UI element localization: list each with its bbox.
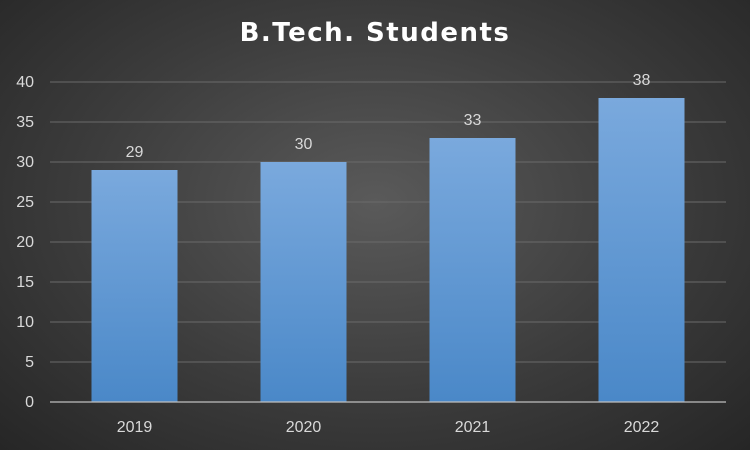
data-label: 38	[633, 72, 651, 89]
data-label: 29	[126, 144, 144, 161]
data-label: 33	[464, 112, 482, 129]
y-tick-label: 5	[25, 354, 34, 371]
chart-title: B.Tech. Students	[239, 18, 511, 48]
x-tick-label: 2021	[455, 419, 491, 436]
y-tick-label: 25	[16, 194, 34, 211]
bar-2019	[91, 170, 178, 402]
x-tick-label: 2020	[286, 419, 322, 436]
x-tick-label: 2022	[624, 419, 660, 436]
y-tick-label: 35	[16, 114, 34, 131]
y-tick-label: 15	[16, 274, 34, 291]
bar-2021	[429, 138, 516, 402]
bar-2022	[598, 98, 685, 402]
x-tick-label: 2019	[117, 419, 153, 436]
y-tick-label: 10	[16, 314, 34, 331]
y-tick-label: 40	[16, 74, 34, 91]
labels: 0 5 10 15 20 25 30 35 40 29 2019 30 2020 33 2021 38 2022	[16, 72, 659, 436]
data-label: 30	[295, 136, 313, 153]
y-tick-label: 0	[25, 394, 34, 411]
bar-2020	[260, 162, 347, 402]
y-tick-label: 30	[16, 154, 34, 171]
y-tick-label: 20	[16, 234, 34, 251]
bars	[91, 98, 685, 402]
